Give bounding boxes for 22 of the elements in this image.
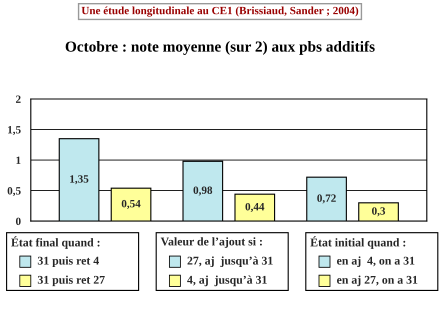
text: 27, aj jusqu’à 31 — [187, 256, 273, 268]
y-tick-label: 0,5 — [8, 187, 21, 196]
text: en aj 4, on a 31 — [337, 256, 414, 268]
text: État final quand : — [11, 236, 100, 249]
y-tick-label: 1 — [16, 156, 21, 164]
data-label: 0,44 — [245, 202, 264, 212]
data-label: 0,54 — [122, 200, 141, 210]
chart-subtitle: Une étude longitudinale au CE1 (Brissiaud, Sander ; 2004) — [82, 6, 358, 17]
y-tick-label: 1,5 — [8, 126, 21, 136]
data-label: 0,98 — [194, 186, 212, 196]
data-label: 0,72 — [317, 194, 336, 204]
text: Valeur de l’ajout si : — [160, 237, 262, 248]
y-tick-label: 0 — [16, 218, 21, 226]
text: 31 puis ret 4 — [38, 256, 99, 268]
data-label: 1,35 — [70, 175, 88, 184]
y-tick-label: 2 — [16, 95, 21, 103]
data-label: 0,3 — [372, 207, 386, 216]
text: 31 puis ret 27 — [38, 275, 105, 286]
chart-title: Octobre : note moyenne (sur 2) aux pbs additifs — [66, 40, 375, 55]
text: État initial quand : — [310, 236, 406, 249]
text: en aj 27, on a 31 — [337, 275, 418, 286]
text: 4, aj jusqu’à 31 — [187, 275, 267, 286]
